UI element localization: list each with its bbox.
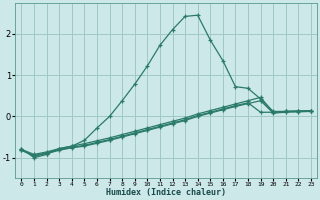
X-axis label: Humidex (Indice chaleur): Humidex (Indice chaleur) [106, 188, 226, 197]
